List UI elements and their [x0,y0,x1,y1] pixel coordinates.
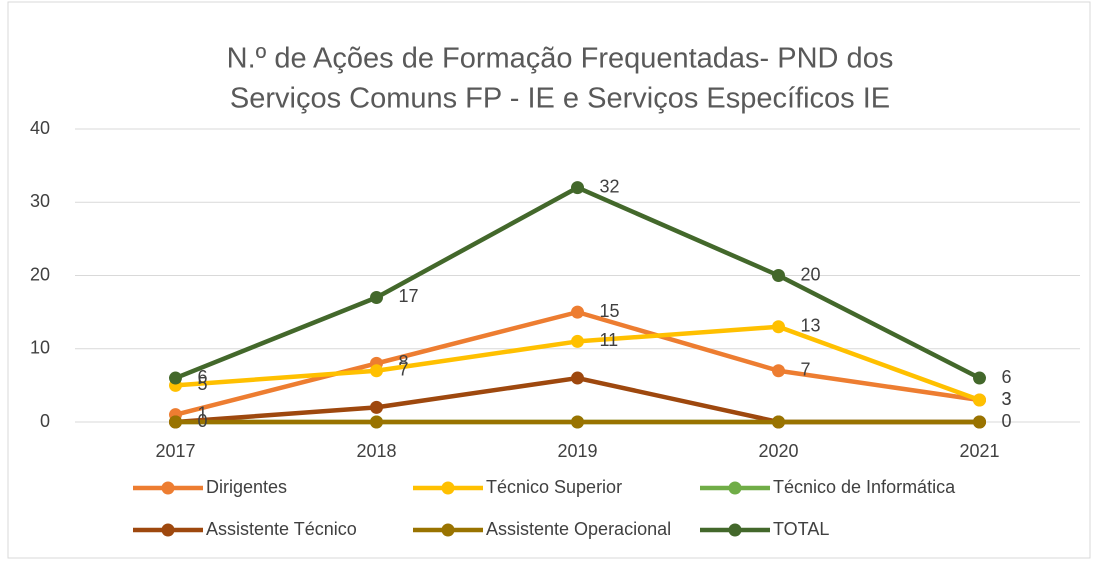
data-point [772,415,785,429]
data-point [772,364,785,378]
legend-label: TOTAL [773,519,829,539]
data-point [571,415,584,429]
x-tick-label: 2018 [356,441,396,461]
legend-marker [728,523,742,537]
data-label: 17 [399,286,419,306]
data-point [973,393,986,407]
data-label: 6 [198,367,208,387]
data-label: 0 [1002,411,1012,431]
data-point [169,415,182,429]
legend-label: Dirigentes [206,477,287,497]
data-point [973,371,986,385]
data-label: 5 [198,374,208,394]
legend-marker [441,523,455,537]
data-point [571,334,584,348]
data-label: 1 [198,403,208,423]
legend-label: Assistente Operacional [486,519,671,539]
data-point [571,181,584,195]
data-point [370,290,383,304]
data-label: 8 [399,352,409,372]
x-tick-label: 2017 [155,441,195,461]
legend-label: Assistente Técnico [206,519,357,539]
data-point [571,305,584,319]
legend-label: Técnico Superior [486,477,622,497]
y-tick-label: 10 [30,338,50,358]
chart-title: N.º de Ações de Formação Frequentadas- P… [227,43,894,75]
x-tick-label: 2021 [959,441,999,461]
data-label: 32 [600,176,620,196]
data-point [772,320,785,334]
data-label: 13 [801,316,821,336]
data-label: 3 [1002,389,1012,409]
data-label: 11 [600,330,619,350]
legend-marker [161,481,175,495]
data-label: 6 [1002,367,1012,387]
data-point [370,415,383,429]
legend-marker [161,523,175,537]
data-label: 20 [801,264,821,284]
data-point [772,269,785,282]
data-point [973,415,986,429]
chart-title: Serviços Comuns FP - IE e Serviços Espec… [230,83,890,115]
x-tick-label: 2020 [758,441,798,461]
data-point [571,371,584,385]
y-tick-label: 0 [40,411,50,431]
data-label: 0 [198,411,208,431]
chart-border [7,1,1091,559]
data-point [370,364,383,378]
data-point [169,371,182,385]
legend-marker [441,481,455,495]
legend-marker [728,481,742,495]
data-point [370,400,383,414]
x-tick-label: 2019 [557,441,597,461]
y-tick-label: 40 [30,118,50,138]
data-label: 3 [1002,389,1012,409]
data-label: 7 [399,359,409,379]
data-label: 7 [801,359,811,379]
legend-label: Técnico de Informática [773,477,956,497]
y-tick-label: 30 [30,191,50,211]
data-label: 15 [600,301,620,321]
y-tick-label: 20 [30,264,50,284]
